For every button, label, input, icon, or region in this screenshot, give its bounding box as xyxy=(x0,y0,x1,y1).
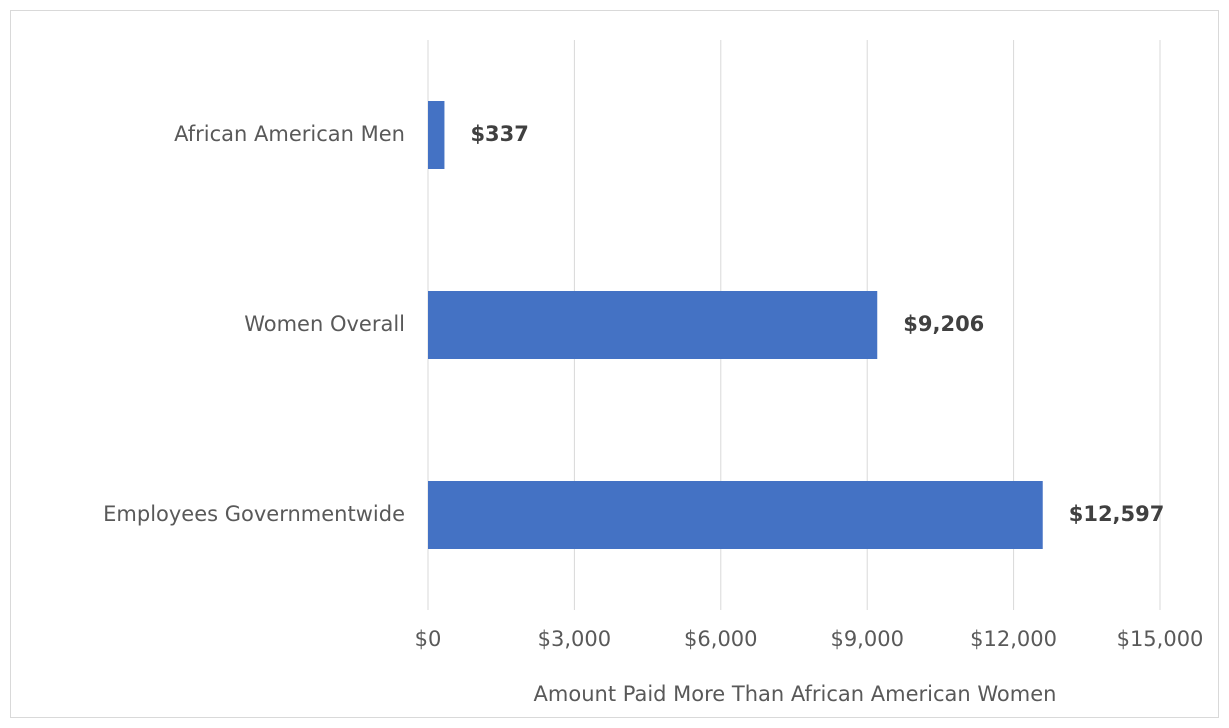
x-tick-label: $6,000 xyxy=(684,627,757,651)
y-tick-label: Employees Governmentwide xyxy=(103,502,405,526)
bar xyxy=(428,481,1043,549)
x-axis-title: Amount Paid More Than African American W… xyxy=(534,682,1057,706)
data-label: $337 xyxy=(470,122,528,146)
y-tick-label: African American Men xyxy=(174,122,405,146)
bar xyxy=(428,101,445,169)
chart-border xyxy=(10,10,1219,718)
x-tick-label: $9,000 xyxy=(830,627,903,651)
x-tick-label: $0 xyxy=(415,627,442,651)
x-tick-label: $12,000 xyxy=(970,627,1057,651)
data-label: $9,206 xyxy=(903,312,984,336)
bar xyxy=(428,291,878,359)
x-tick-label: $15,000 xyxy=(1117,627,1204,651)
data-label: $12,597 xyxy=(1069,502,1165,526)
x-tick-label: $3,000 xyxy=(538,627,611,651)
y-tick-label: Women Overall xyxy=(244,312,405,336)
